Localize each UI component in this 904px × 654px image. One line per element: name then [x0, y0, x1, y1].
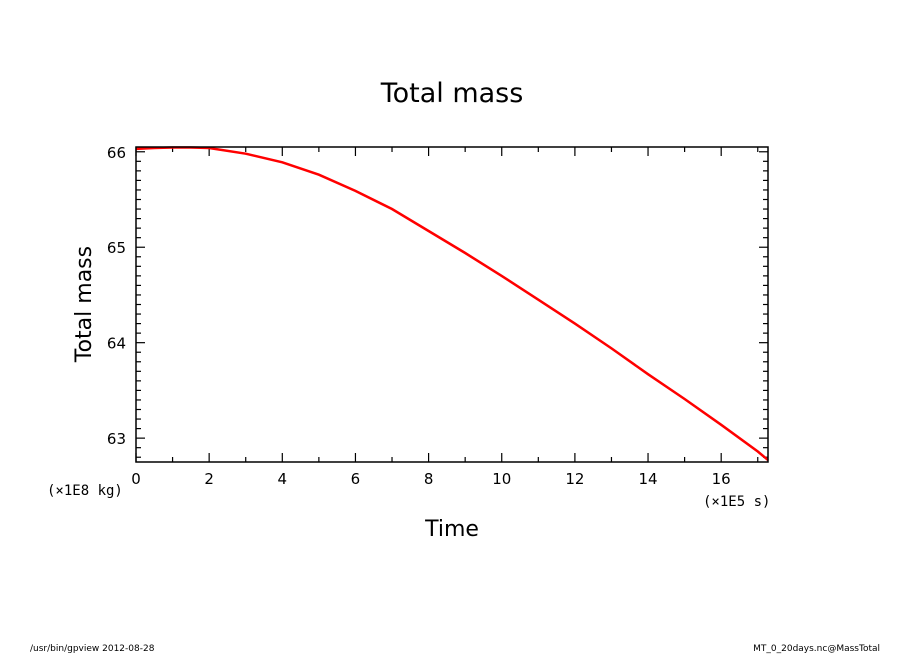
chart-title: Total mass — [380, 78, 524, 109]
y-tick-label: 64 — [107, 335, 126, 353]
x-tick-label: 10 — [492, 470, 511, 488]
series-line — [135, 146, 769, 462]
x-tick-label: 0 — [131, 470, 141, 488]
y-axis-label: Total mass — [72, 246, 97, 363]
x-tick-label: 2 — [204, 470, 214, 488]
plot-frame — [135, 146, 769, 463]
x-tick-label: 14 — [638, 470, 657, 488]
tick-labels: 0 2 4 6 8 10 12 14 16 63 64 65 66 — [107, 144, 731, 488]
x-tick-label: 16 — [712, 470, 731, 488]
x-axis-label: Time — [424, 517, 479, 542]
y-tick-label: 65 — [107, 239, 126, 257]
footer-left: /usr/bin/gpview 2012-08-28 — [30, 644, 155, 654]
y-tick-label: 66 — [107, 144, 126, 162]
y-unit-label: (×1E8 kg) — [47, 483, 123, 499]
x-tick-label: 12 — [565, 470, 584, 488]
x-tick-label: 6 — [351, 470, 361, 488]
y-tick-label: 63 — [107, 430, 126, 448]
footer-right: MT_0_20days.nc@MassTotal — [753, 644, 880, 654]
x-tick-label: 4 — [278, 470, 288, 488]
x-tick-label: 8 — [424, 470, 434, 488]
axis-ticks — [135, 147, 768, 462]
x-unit-label: (×1E5 s) — [703, 494, 770, 510]
